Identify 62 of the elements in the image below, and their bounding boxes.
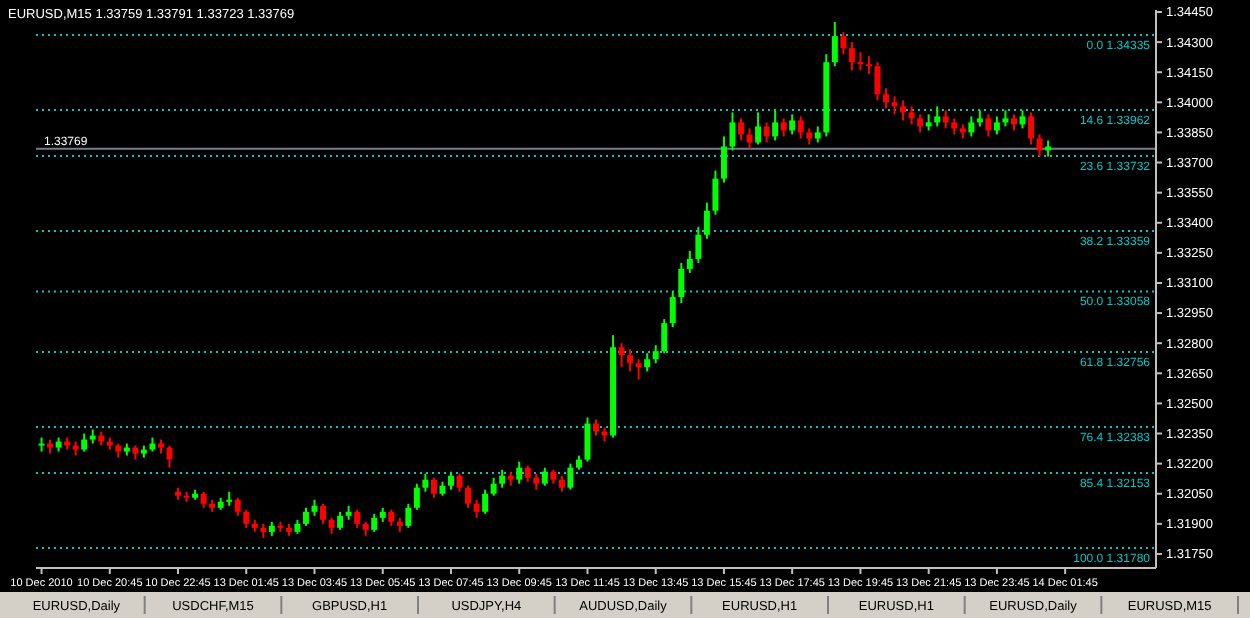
candlestick [695,225,702,264]
candlestick [857,51,864,72]
candlestick [422,472,429,493]
candlestick [448,470,454,491]
candlestick [763,121,770,144]
candlestick [661,318,668,355]
candlestick [413,482,420,511]
candlestick [738,117,744,142]
candlestick [703,201,710,240]
candlestick [243,508,250,529]
candlestick [789,113,796,136]
candlestick [712,169,719,216]
candlestick [1028,111,1035,146]
candlestick [473,498,480,519]
candlestick [499,468,506,489]
candlestick [780,117,787,138]
candlestick [942,109,949,130]
candlestick [831,21,838,68]
candlestick [985,113,992,138]
candlestick [848,41,855,72]
candlestick [720,135,727,184]
candlestick [900,99,907,122]
candlestick [908,105,915,126]
candlestick [993,115,1000,136]
candlestick [1036,133,1043,158]
candlestick [354,508,361,529]
candlestick [883,87,890,110]
candlestick [755,111,762,146]
candlestick [635,358,642,381]
candlestick [746,127,753,150]
candlestick [405,502,412,529]
candlestick [81,432,88,453]
candlestick [541,466,548,487]
candlestick [891,95,898,116]
candlestick [482,488,489,515]
candlestick [729,111,736,152]
candlestick [840,31,847,56]
candlestick [678,261,685,305]
candlestick [669,290,676,329]
candlestick [934,105,941,128]
candlestick [686,249,693,274]
candlestick [337,510,344,531]
candlestick [627,348,634,373]
candlestick [917,113,924,134]
candlestick [797,115,804,140]
candlestick [234,496,241,517]
candlestick [456,472,463,493]
candlestick [567,462,574,491]
candlestick [516,460,523,485]
candlestick [652,344,659,365]
candlestick [772,109,779,142]
candlestick [302,506,309,527]
candlestick [644,352,651,373]
candlestick [968,115,975,138]
candlestick [371,512,378,533]
candlestick [618,342,625,369]
candlestick [490,476,497,497]
candlestick [465,484,472,509]
candlestick [865,55,872,76]
candlestick [430,476,437,499]
candlestick [320,502,327,525]
candlestick [584,416,591,463]
